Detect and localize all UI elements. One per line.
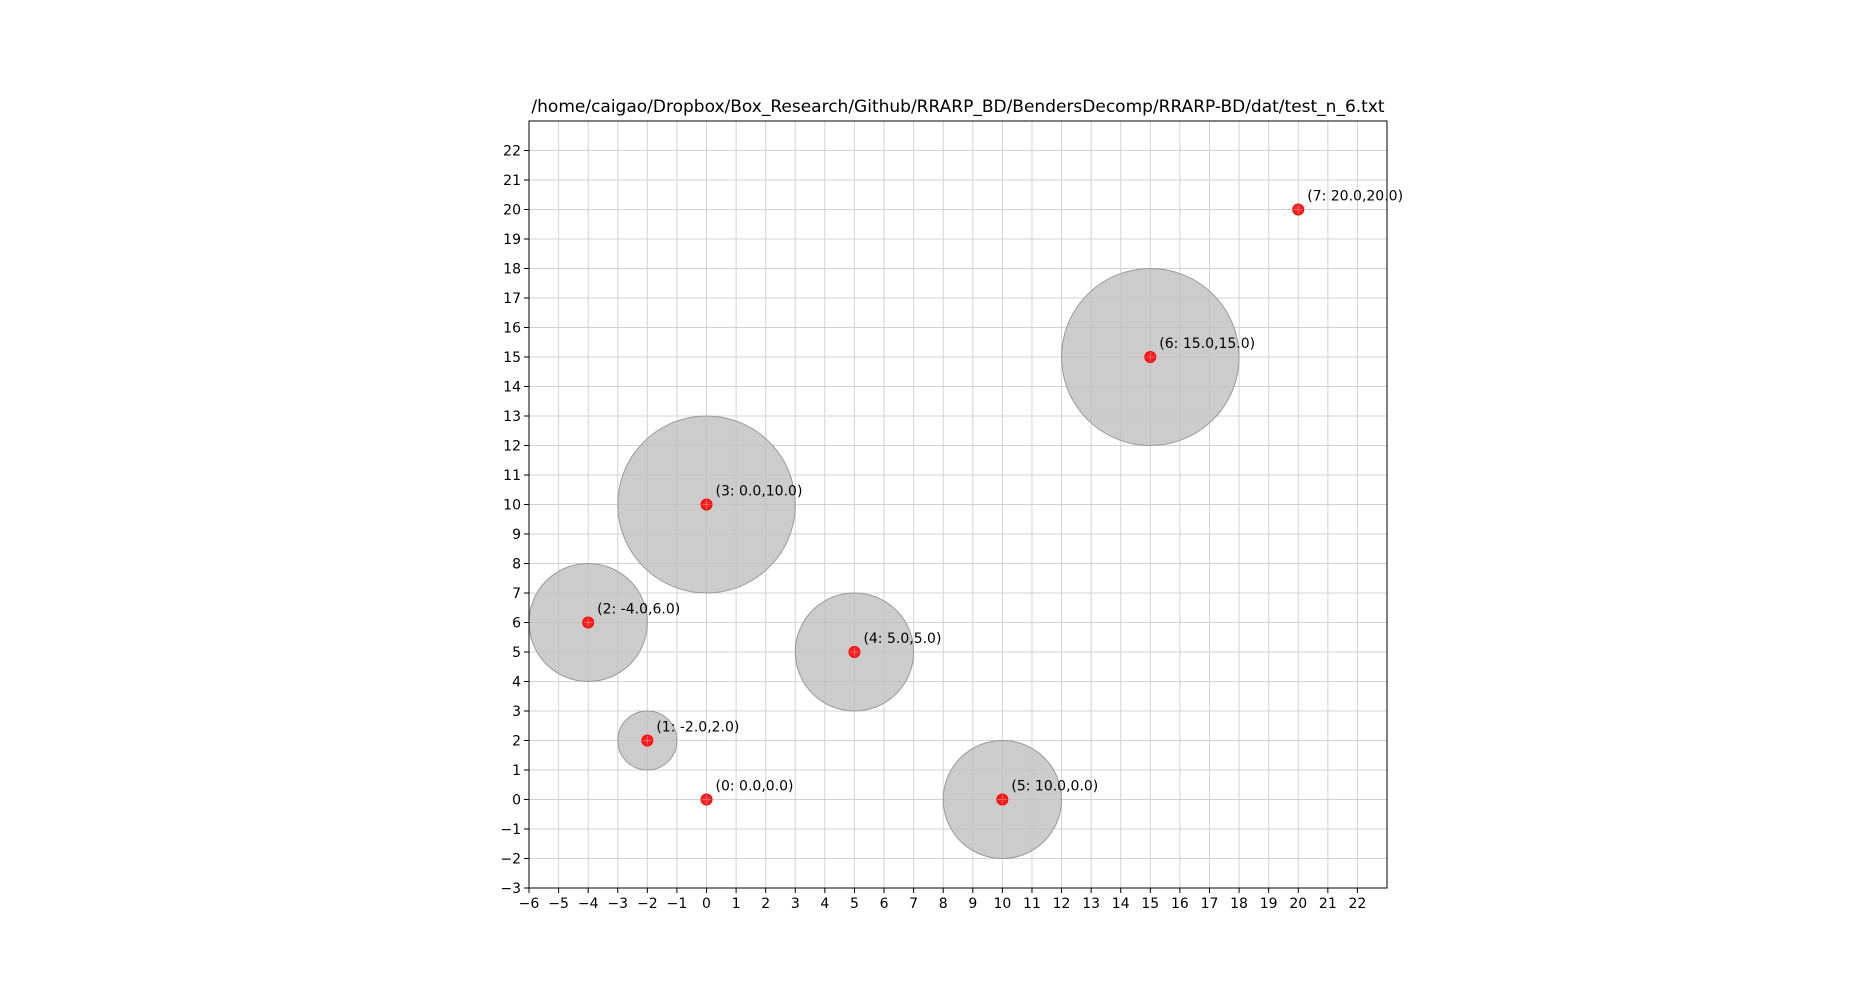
- x-tick-label: 7: [909, 896, 918, 912]
- y-tick-label: 2: [512, 734, 521, 750]
- x-tick-label: 18: [1230, 896, 1248, 912]
- y-tick-label: 6: [512, 616, 521, 632]
- y-tick-label: 8: [512, 557, 521, 573]
- x-tick-label: 13: [1082, 896, 1100, 912]
- point-label: (0: 0.0,0.0): [716, 779, 794, 795]
- data-point: [582, 616, 595, 629]
- y-tick-label: 9: [512, 527, 521, 543]
- x-tick-label: 8: [939, 896, 948, 912]
- y-tick-label: −3: [500, 881, 521, 897]
- point-label: (1: -2.0,2.0): [656, 720, 739, 736]
- y-tick-label: −2: [500, 852, 521, 868]
- point-label: (4: 5.0,5.0): [863, 631, 941, 647]
- data-point: [848, 646, 861, 658]
- chart-title: /home/caigao/Dropbox/Box_Research/Github…: [531, 97, 1384, 117]
- x-tick-label: 16: [1171, 896, 1189, 912]
- x-tick-label: 4: [820, 896, 829, 912]
- y-tick-label: 14: [503, 380, 521, 396]
- x-tick-label: 3: [791, 896, 800, 912]
- data-point: [641, 734, 654, 747]
- y-tick-label: 12: [503, 439, 521, 455]
- x-tick-label: 11: [1023, 896, 1041, 912]
- grid: [528, 121, 1387, 889]
- y-tick-label: 16: [503, 321, 521, 337]
- points: [582, 203, 1305, 806]
- point-label: (5: 10.0,0.0): [1011, 779, 1098, 795]
- x-tick-label: 1: [732, 896, 741, 912]
- point-annotations: (0: 0.0,0.0) (1: -2.0,2.0) (2: -4.0,6.0) (3…: [597, 189, 1403, 795]
- x-tick-label: −4: [578, 896, 599, 912]
- x-tick-label: 0: [702, 896, 711, 912]
- data-point: [1292, 203, 1305, 216]
- y-tick-label: 11: [503, 468, 521, 484]
- data-point: [700, 793, 713, 806]
- x-tick-label: 22: [1348, 896, 1366, 912]
- x-tick-label: 17: [1201, 896, 1219, 912]
- point-label: (2: -4.0,6.0): [597, 602, 680, 618]
- x-tick-label: 9: [968, 896, 977, 912]
- y-tick-label: 10: [503, 498, 521, 514]
- x-tick-label: 15: [1141, 896, 1159, 912]
- x-tick-label: 12: [1053, 896, 1071, 912]
- y-tick-label: 7: [512, 586, 521, 602]
- y-tick-label: 3: [512, 704, 521, 720]
- x-tick-label: 2: [761, 896, 770, 912]
- y-axis: −3−2−10123456789101112131415161718192021…: [500, 144, 529, 897]
- x-tick-label: 19: [1260, 896, 1278, 912]
- x-tick-label: 21: [1319, 896, 1337, 912]
- x-tick-label: −3: [607, 896, 628, 912]
- x-tick-label: −6: [519, 896, 540, 912]
- data-point: [1144, 351, 1157, 363]
- y-tick-label: −1: [500, 822, 521, 838]
- x-tick-label: 6: [880, 896, 889, 912]
- x-axis: −6 −5 −4 −3 −2 −1 0 1 2 3 4 5 6 7 8 9 10 11 12 13 14 15 16 17 18…: [519, 888, 1366, 912]
- point-label: (7: 20.0,20.0): [1307, 189, 1403, 205]
- x-tick-label: −2: [637, 896, 658, 912]
- y-tick-label: 13: [503, 409, 521, 425]
- point-label: (3: 0.0,10.0): [716, 484, 803, 500]
- x-tick-label: −5: [548, 896, 569, 912]
- x-tick-label: −1: [667, 896, 688, 912]
- y-tick-label: 21: [503, 173, 521, 189]
- y-tick-label: 4: [512, 675, 521, 691]
- x-tick-label: 5: [850, 896, 859, 912]
- y-tick-label: 1: [512, 763, 521, 779]
- y-tick-label: 5: [512, 645, 521, 661]
- data-point: [700, 498, 713, 511]
- y-tick-label: 17: [503, 291, 521, 307]
- y-tick-label: 19: [503, 232, 521, 248]
- point-label: (6: 15.0,15.0): [1159, 336, 1255, 352]
- x-tick-label: 14: [1112, 896, 1130, 912]
- x-tick-label: 20: [1289, 896, 1307, 912]
- y-tick-label: 0: [512, 793, 521, 809]
- y-tick-label: 18: [503, 262, 521, 278]
- y-tick-label: 15: [503, 350, 521, 366]
- x-tick-label: 10: [993, 896, 1011, 912]
- y-tick-label: 20: [503, 203, 521, 219]
- y-tick-label: 22: [503, 144, 521, 160]
- data-point: [996, 793, 1009, 806]
